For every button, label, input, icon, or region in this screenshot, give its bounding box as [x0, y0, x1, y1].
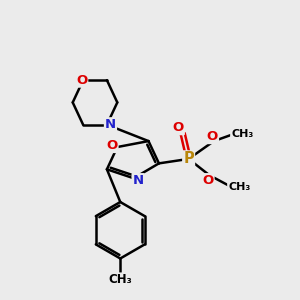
Text: O: O [106, 139, 118, 152]
Text: O: O [76, 74, 87, 87]
Text: CH₃: CH₃ [228, 182, 250, 192]
Text: CH₃: CH₃ [108, 273, 132, 286]
Text: O: O [202, 174, 214, 187]
Text: P: P [183, 152, 194, 166]
Text: N: N [105, 118, 116, 131]
Text: N: N [133, 174, 144, 187]
Text: O: O [172, 121, 184, 134]
Text: CH₃: CH₃ [231, 129, 253, 139]
Text: O: O [207, 130, 218, 143]
